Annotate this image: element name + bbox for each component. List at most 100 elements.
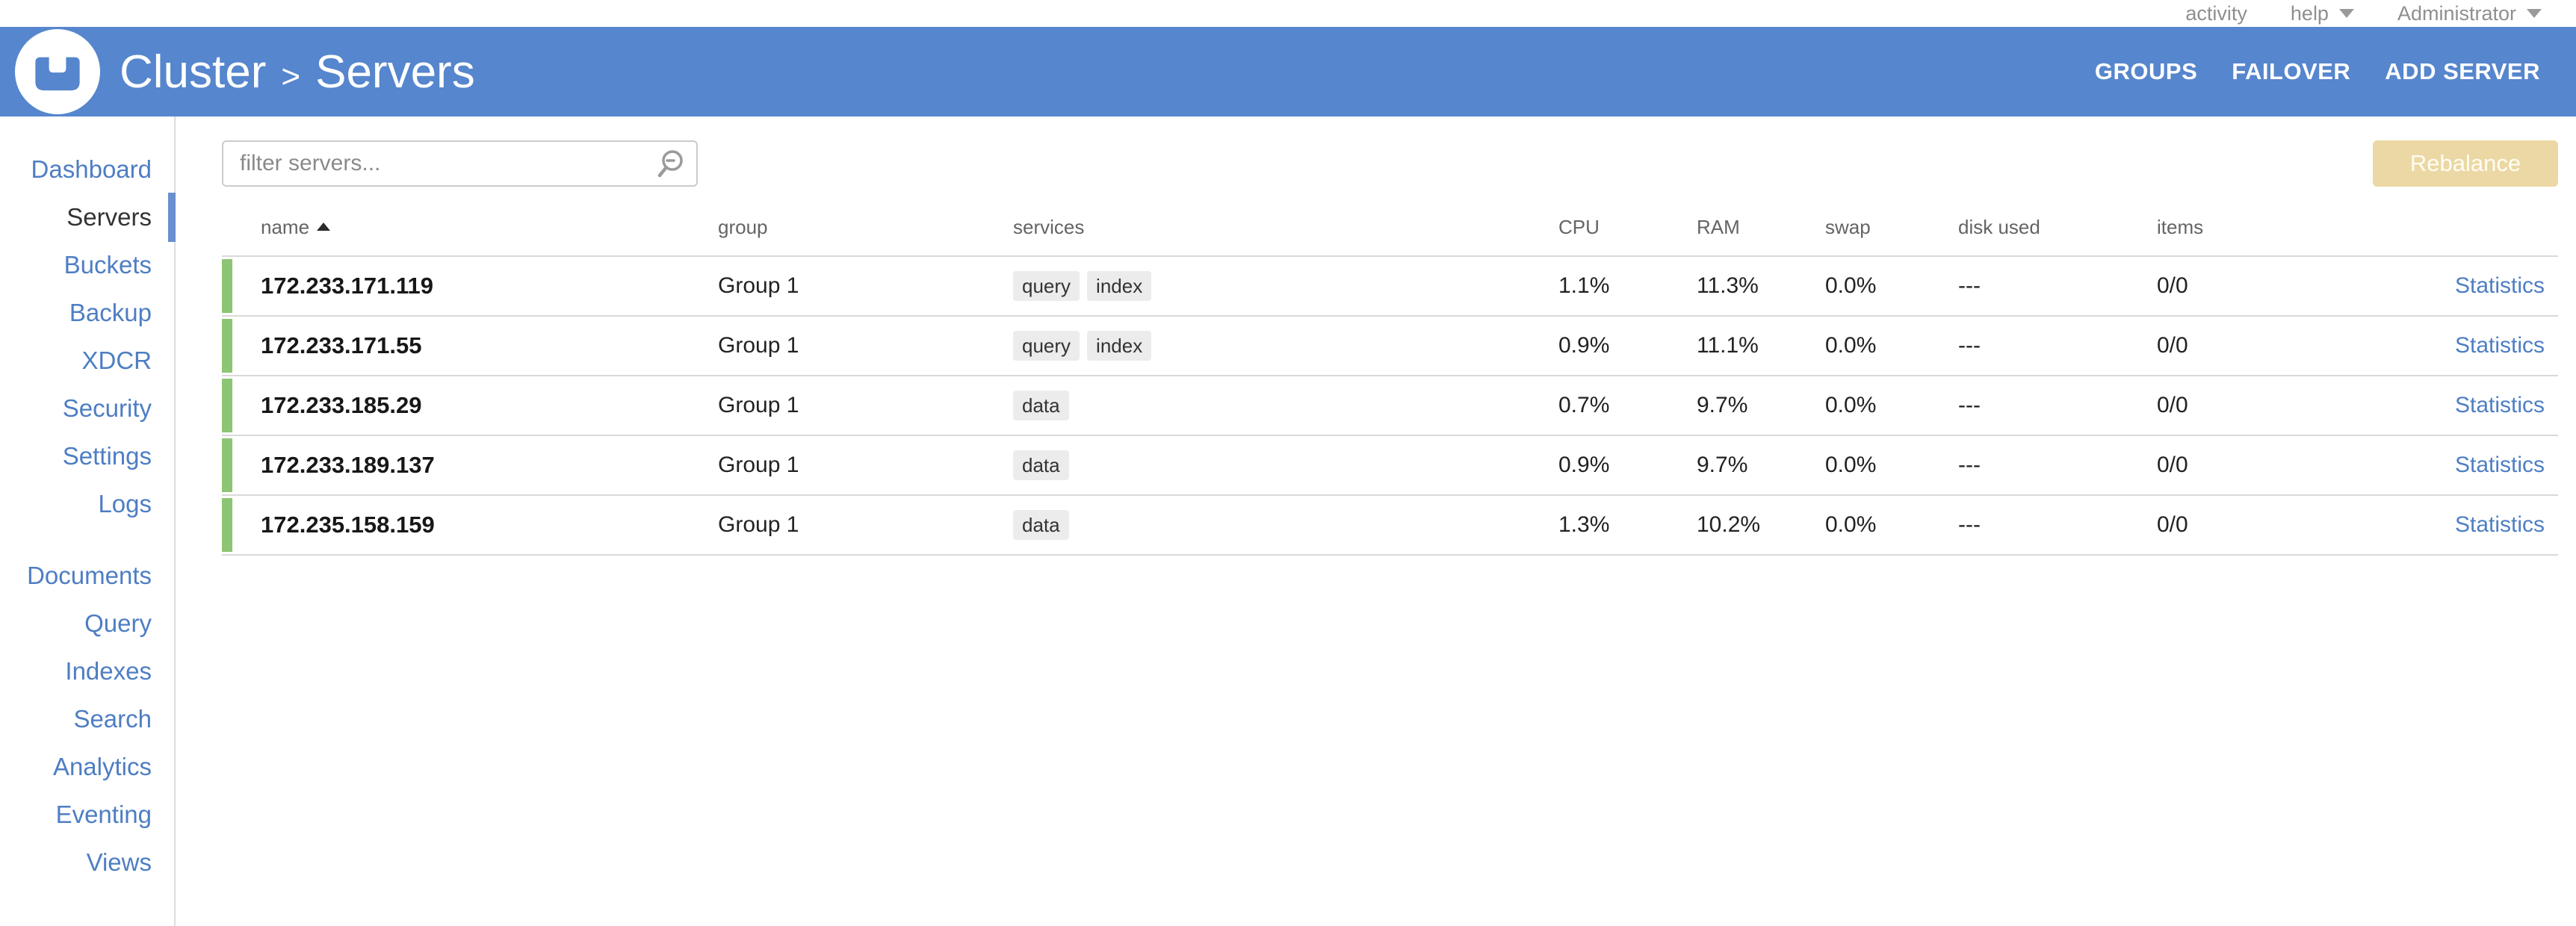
- page-title: Cluster > Servers: [120, 46, 475, 99]
- activity-link[interactable]: activity: [2185, 1, 2247, 25]
- server-group: Group 1: [718, 273, 799, 298]
- server-health-bar: [222, 379, 232, 432]
- servers-table: name group services CPU RAM swap disk us…: [222, 209, 2558, 556]
- server-cpu: 1.3%: [1558, 512, 1610, 537]
- header-nav: GROUPS FAILOVER ADD SERVER: [2095, 58, 2540, 85]
- app-header: Cluster > Servers GROUPS FAILOVER ADD SE…: [0, 27, 2576, 116]
- server-group: Group 1: [718, 512, 799, 537]
- sidebar-item-backup[interactable]: Backup: [69, 299, 152, 326]
- server-row[interactable]: 172.233.189.137 Group 1 data 0.9% 9.7% 0…: [222, 436, 2558, 496]
- help-menu-label: help: [2290, 1, 2329, 25]
- couchbase-logo: [15, 29, 100, 114]
- service-tag: data: [1013, 450, 1069, 480]
- sidebar-item-documents[interactable]: Documents: [27, 562, 152, 589]
- server-items: 0/0: [2157, 453, 2188, 477]
- server-row[interactable]: 172.233.171.119 Group 1 query index 1.1%…: [222, 257, 2558, 317]
- user-menu[interactable]: Administrator: [2397, 2, 2542, 25]
- help-menu[interactable]: help: [2291, 2, 2354, 25]
- sidebar-item-xdcr[interactable]: XDCR: [81, 347, 152, 374]
- table-header-row: name group services CPU RAM swap disk us…: [222, 209, 2558, 245]
- server-ram: 11.3%: [1697, 273, 1759, 298]
- sidebar-item-settings[interactable]: Settings: [62, 442, 152, 470]
- table-body: 172.233.171.119 Group 1 query index 1.1%…: [222, 255, 2558, 556]
- column-header-items[interactable]: items: [2157, 215, 2204, 238]
- sidebar-item-dashboard[interactable]: Dashboard: [31, 155, 152, 183]
- sidebar-item-buckets[interactable]: Buckets: [64, 251, 152, 279]
- server-services: data: [1013, 450, 1558, 480]
- server-items: 0/0: [2157, 393, 2188, 417]
- sidebar-item-indexes[interactable]: Indexes: [65, 657, 152, 685]
- column-header-disk-used[interactable]: disk used: [1958, 215, 2040, 238]
- server-swap: 0.0%: [1825, 273, 1877, 298]
- server-row[interactable]: 172.233.171.55 Group 1 query index 0.9% …: [222, 317, 2558, 376]
- server-ram: 9.7%: [1697, 453, 1748, 477]
- server-row[interactable]: 172.233.185.29 Group 1 data 0.7% 9.7% 0.…: [222, 376, 2558, 436]
- content: Rebalance name group services CPU RAM sw…: [176, 116, 2576, 926]
- chevron-down-icon: [2527, 9, 2542, 18]
- column-header-group[interactable]: group: [718, 215, 768, 238]
- statistics-link[interactable]: Statistics: [2454, 273, 2545, 298]
- server-disk-used: ---: [1958, 393, 1981, 417]
- server-services: query index: [1013, 331, 1558, 361]
- breadcrumb-separator: >: [281, 58, 301, 95]
- column-header-cpu[interactable]: CPU: [1558, 215, 1600, 238]
- sidebar-item-servers[interactable]: Servers: [0, 193, 176, 242]
- server-name: 172.233.185.29: [261, 392, 422, 418]
- sidebar-item-search[interactable]: Search: [73, 705, 152, 733]
- sidebar-item-analytics[interactable]: Analytics: [52, 753, 152, 780]
- column-header-services[interactable]: services: [1013, 215, 1085, 238]
- server-disk-used: ---: [1958, 453, 1981, 477]
- sidebar-item-query[interactable]: Query: [84, 609, 152, 637]
- column-header-swap[interactable]: swap: [1825, 215, 1871, 238]
- breadcrumb-root: Cluster: [120, 46, 267, 98]
- topbar: activity help Administrator: [0, 0, 2576, 27]
- service-tag: query: [1013, 331, 1080, 361]
- search-icon: [657, 150, 683, 178]
- chevron-down-icon: [2338, 9, 2354, 18]
- server-cpu: 0.9%: [1558, 453, 1610, 477]
- sidebar-item-views[interactable]: Views: [86, 848, 152, 876]
- service-tag: index: [1087, 271, 1152, 301]
- server-health-bar: [222, 498, 232, 552]
- sidebar-item-logs[interactable]: Logs: [98, 490, 152, 518]
- rebalance-button[interactable]: Rebalance: [2373, 140, 2558, 187]
- service-tag: index: [1087, 331, 1152, 361]
- statistics-link[interactable]: Statistics: [2454, 512, 2545, 537]
- server-services: data: [1013, 391, 1558, 420]
- server-disk-used: ---: [1958, 512, 1981, 537]
- statistics-link[interactable]: Statistics: [2454, 333, 2545, 358]
- server-health-bar: [222, 438, 232, 492]
- failover-button[interactable]: FAILOVER: [2232, 58, 2351, 84]
- server-group: Group 1: [718, 393, 799, 417]
- server-ram: 11.1%: [1697, 333, 1759, 358]
- server-cpu: 0.9%: [1558, 333, 1610, 358]
- server-cpu: 0.7%: [1558, 393, 1610, 417]
- statistics-link[interactable]: Statistics: [2454, 453, 2545, 477]
- statistics-link[interactable]: Statistics: [2454, 393, 2545, 417]
- sidebar-item-security[interactable]: Security: [62, 394, 152, 422]
- server-disk-used: ---: [1958, 333, 1981, 358]
- server-swap: 0.0%: [1825, 453, 1877, 477]
- groups-button[interactable]: GROUPS: [2094, 58, 2198, 84]
- active-indicator: [168, 193, 176, 242]
- server-ram: 10.2%: [1697, 512, 1761, 537]
- column-header-name[interactable]: name: [261, 216, 718, 239]
- add-server-button[interactable]: ADD SERVER: [2385, 58, 2540, 84]
- server-swap: 0.0%: [1825, 393, 1877, 417]
- server-services: query index: [1013, 271, 1558, 301]
- server-name: 172.233.171.119: [261, 273, 434, 299]
- service-tag: data: [1013, 510, 1069, 540]
- server-name: 172.235.158.159: [261, 512, 435, 538]
- sort-ascending-icon: [317, 222, 331, 231]
- server-name: 172.233.171.55: [261, 332, 422, 358]
- server-services: data: [1013, 510, 1558, 540]
- user-menu-label: Administrator: [2397, 1, 2516, 25]
- column-header-ram[interactable]: RAM: [1697, 215, 1740, 238]
- service-tag: data: [1013, 391, 1069, 420]
- server-swap: 0.0%: [1825, 512, 1877, 537]
- server-row[interactable]: 172.235.158.159 Group 1 data 1.3% 10.2% …: [222, 496, 2558, 556]
- sidebar-item-eventing[interactable]: Eventing: [55, 801, 152, 828]
- filter-servers-input[interactable]: [222, 140, 698, 187]
- server-group: Group 1: [718, 453, 799, 477]
- server-cpu: 1.1%: [1558, 273, 1610, 298]
